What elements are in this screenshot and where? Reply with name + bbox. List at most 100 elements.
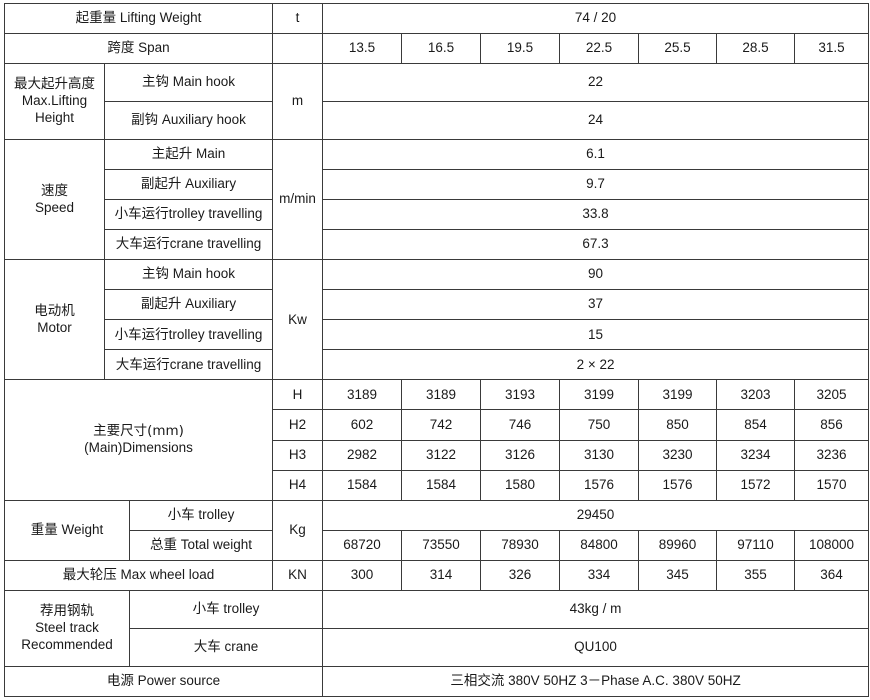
table-row-motor-auxiliary: 副起升 Auxiliary 37 <box>5 289 870 321</box>
dimension-value: 2982 <box>322 439 403 471</box>
row-unit-lifting-weight: t <box>272 2 324 35</box>
row-label-speed-main: 主起升 Main <box>103 139 274 171</box>
total-weight-value: 97110 <box>716 529 796 561</box>
dimension-value: 1576 <box>638 469 718 501</box>
table-row-dimension-h: 主要尺寸(mm) (Main)Dimensions H 3189 3189 31… <box>3 379 870 501</box>
table-row-power-source: 电源 Power source 三相交流 380V 50HZ 3－Phase A… <box>3 665 870 698</box>
wheel-load-value: 345 <box>638 559 718 591</box>
row-value-lifting-weight: 74 / 20 <box>322 2 870 35</box>
dimension-symbol-h3: H3 <box>272 439 324 471</box>
table-row-motor-crane: 大车运行crane travelling 2 × 22 <box>5 349 870 381</box>
row-label-speed-auxiliary: 副起升 Auxiliary <box>103 169 274 201</box>
group-label-max-lifting-height-en-2: Height <box>34 110 75 126</box>
table-row-weight-total: 总重 Total weight 68720 73550 78930 84800 … <box>5 529 870 561</box>
row-unit-lifting-height: m <box>272 63 324 141</box>
dimension-symbol-h4: H4 <box>272 469 324 501</box>
group-label-steel-track-en-1: Steel track <box>35 619 99 635</box>
dimension-value: 3203 <box>716 379 796 411</box>
group-label-main-dimensions: 主要尺寸(mm) (Main)Dimensions <box>3 379 274 501</box>
row-label-span: 跨度 Span <box>3 33 274 65</box>
dimension-symbol-h: H <box>272 379 324 411</box>
row-label-main-hook: 主钩 Main hook <box>103 63 274 103</box>
group-label-speed-en: Speed <box>34 199 75 215</box>
dimension-value: 856 <box>794 409 870 441</box>
dimension-value: 1584 <box>401 469 482 501</box>
span-value: 31.5 <box>794 33 870 65</box>
row-label-steel-track-crane: 大车 crane <box>128 627 324 667</box>
table-row-steel-track-trolley: 荐用钢轨 Steel track Recommended 小车 trolley … <box>4 589 870 667</box>
row-label-motor-main-hook: 主钩 Main hook <box>103 259 274 291</box>
row-value-steel-track-crane: QU100 <box>322 627 870 667</box>
dimension-value: 3126 <box>480 439 561 471</box>
table-row-max-wheel-load: 最大轮压 Max wheel load KN 300 314 326 334 3… <box>3 559 870 591</box>
wheel-load-value: 300 <box>322 559 403 591</box>
dimension-value: 742 <box>401 409 482 441</box>
table-row-motor-trolley: 小车运行trolley travelling 15 <box>5 319 870 351</box>
dimension-value: 3189 <box>322 379 403 411</box>
row-value-speed-main: 6.1 <box>322 139 870 171</box>
total-weight-value: 73550 <box>401 529 482 561</box>
table-row-speed-main: 速度 Speed 主起升 Main m/min 6.1 <box>4 139 870 261</box>
table-row-max-lifting-height-main: 最大起升高度 Max.Lifting Height 主钩 Main hook m… <box>4 63 870 141</box>
row-value-speed-trolley: 33.8 <box>322 199 870 231</box>
span-value: 16.5 <box>401 33 482 65</box>
row-label-weight-total: 总重 Total weight <box>128 529 274 561</box>
span-value: 22.5 <box>559 33 640 65</box>
dimension-value: 3189 <box>401 379 482 411</box>
row-value-weight-trolley: 29450 <box>322 499 870 531</box>
total-weight-value: 68720 <box>322 529 403 561</box>
dimension-value: 1572 <box>716 469 796 501</box>
row-value-speed-crane: 67.3 <box>322 229 870 261</box>
table-row-speed-auxiliary: 副起升 Auxiliary 9.7 <box>5 169 870 201</box>
dimension-symbol-h2: H2 <box>272 409 324 441</box>
group-label-steel-track-en-2: Recommended <box>21 636 113 652</box>
dimension-value: 854 <box>716 409 796 441</box>
row-unit-max-wheel-load: KN <box>272 559 324 591</box>
crane-specification-table: 起重量 Lifting Weight t 74 / 20 跨度 Span 13.… <box>3 2 870 698</box>
dimension-value: 1584 <box>322 469 403 501</box>
table-row-speed-trolley: 小车运行trolley travelling 33.8 <box>5 199 870 231</box>
row-label-motor-trolley: 小车运行trolley travelling <box>103 319 274 351</box>
dimension-value: 750 <box>559 409 640 441</box>
row-unit-motor: Kw <box>272 259 324 381</box>
wheel-load-value: 355 <box>716 559 796 591</box>
row-label-speed-crane: 大车运行crane travelling <box>103 229 274 261</box>
table-row-dimension-h2: H2 602 742 746 750 850 854 856 <box>5 409 870 441</box>
table-row-span: 跨度 Span 13.5 16.5 19.5 22.5 25.5 28.5 31… <box>3 33 870 65</box>
dimension-value: 746 <box>480 409 561 441</box>
row-value-speed-auxiliary: 9.7 <box>322 169 870 201</box>
table-row-lifting-weight: 起重量 Lifting Weight t 74 / 20 <box>3 2 870 35</box>
group-label-max-lifting-height-cn: 最大起升高度 <box>14 76 95 93</box>
dimension-value: 3199 <box>638 379 718 411</box>
row-unit-speed: m/min <box>272 139 324 261</box>
span-value: 13.5 <box>322 33 403 65</box>
row-label-weight-trolley: 小车 trolley <box>128 499 274 531</box>
span-value: 28.5 <box>716 33 796 65</box>
group-label-speed-cn: 速度 <box>41 183 68 199</box>
row-value-motor-auxiliary: 37 <box>322 289 870 321</box>
group-label-motor: 电动机 Motor <box>4 259 105 381</box>
wheel-load-value: 334 <box>559 559 640 591</box>
wheel-load-value: 326 <box>480 559 561 591</box>
row-label-motor-auxiliary: 副起升 Auxiliary <box>103 289 274 321</box>
row-value-motor-crane: 2 × 22 <box>322 349 870 381</box>
total-weight-value: 89960 <box>638 529 718 561</box>
row-value-auxiliary-hook-height: 24 <box>322 101 870 141</box>
group-label-main-dimensions-cn: 主要尺寸(mm) <box>93 423 184 440</box>
wheel-load-value: 314 <box>401 559 482 591</box>
row-label-lifting-weight: 起重量 Lifting Weight <box>3 2 274 35</box>
dimension-value: 3122 <box>401 439 482 471</box>
dimension-value: 3205 <box>794 379 870 411</box>
group-label-max-lifting-height: 最大起升高度 Max.Lifting Height <box>4 63 105 141</box>
row-label-steel-track-trolley: 小车 trolley <box>128 589 324 629</box>
group-label-main-dimensions-en: (Main)Dimensions <box>84 440 193 455</box>
row-value-main-hook-height: 22 <box>322 63 870 103</box>
dimension-value: 1580 <box>480 469 561 501</box>
group-label-weight: 重量 Weight <box>4 499 130 561</box>
table-row-motor-main-hook: 电动机 Motor 主钩 Main hook Kw 90 <box>4 259 870 381</box>
dimension-value: 3193 <box>480 379 561 411</box>
row-unit-weight: Kg <box>272 499 324 561</box>
table-row-speed-crane: 大车运行crane travelling 67.3 <box>5 229 870 261</box>
wheel-load-value: 364 <box>794 559 870 591</box>
